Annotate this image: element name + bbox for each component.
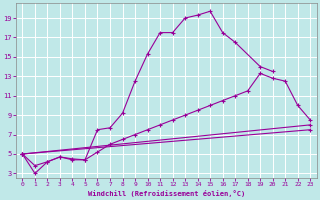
X-axis label: Windchill (Refroidissement éolien,°C): Windchill (Refroidissement éolien,°C) [88,190,245,197]
